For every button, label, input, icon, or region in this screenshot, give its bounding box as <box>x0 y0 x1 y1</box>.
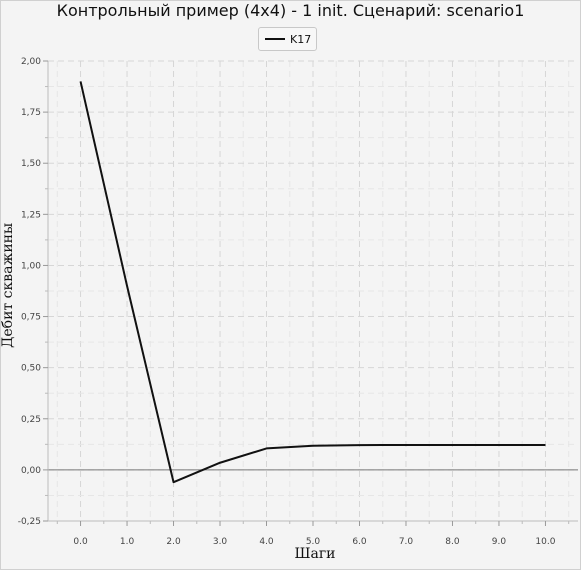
y-tick-label: 0,50 <box>21 364 41 374</box>
y-tick-label: 1,25 <box>21 210 41 220</box>
chart-title: Контрольный пример (4x4) - 1 init. Сцена… <box>56 1 525 20</box>
x-tick-label: 9.0 <box>492 537 507 547</box>
y-tick-label: 2,00 <box>21 57 41 67</box>
x-tick-label: 4.0 <box>259 537 274 547</box>
x-tick-label: 3.0 <box>213 537 228 547</box>
x-tick-label: 0.0 <box>73 537 88 547</box>
y-tick-label: 1,50 <box>21 159 41 169</box>
series-line-k17 <box>79 81 546 484</box>
y-tick-label: 1,75 <box>21 108 41 118</box>
x-tick-label: 6.0 <box>352 537 367 547</box>
x-tick-label: 1.0 <box>120 537 135 547</box>
legend[interactable]: K17 <box>258 27 318 51</box>
y-tick-label: 0,00 <box>21 466 41 476</box>
y-tick-label: 0,25 <box>21 415 41 425</box>
x-tick-label: 5.0 <box>306 537 321 547</box>
x-tick-label: 10.0 <box>535 537 555 547</box>
y-tick-label: -0,25 <box>18 517 41 527</box>
y-tick-label: 0,75 <box>21 313 41 323</box>
x-tick-label: 2.0 <box>166 537 181 547</box>
y-tick-label: 1,00 <box>21 261 41 271</box>
x-tick-label: 8.0 <box>445 537 460 547</box>
x-tick-label: 7.0 <box>399 537 414 547</box>
legend-label-k17: K17 <box>290 32 312 46</box>
x-axis-label: Шаги <box>294 546 336 562</box>
legend-swatch-k17 <box>265 38 285 40</box>
